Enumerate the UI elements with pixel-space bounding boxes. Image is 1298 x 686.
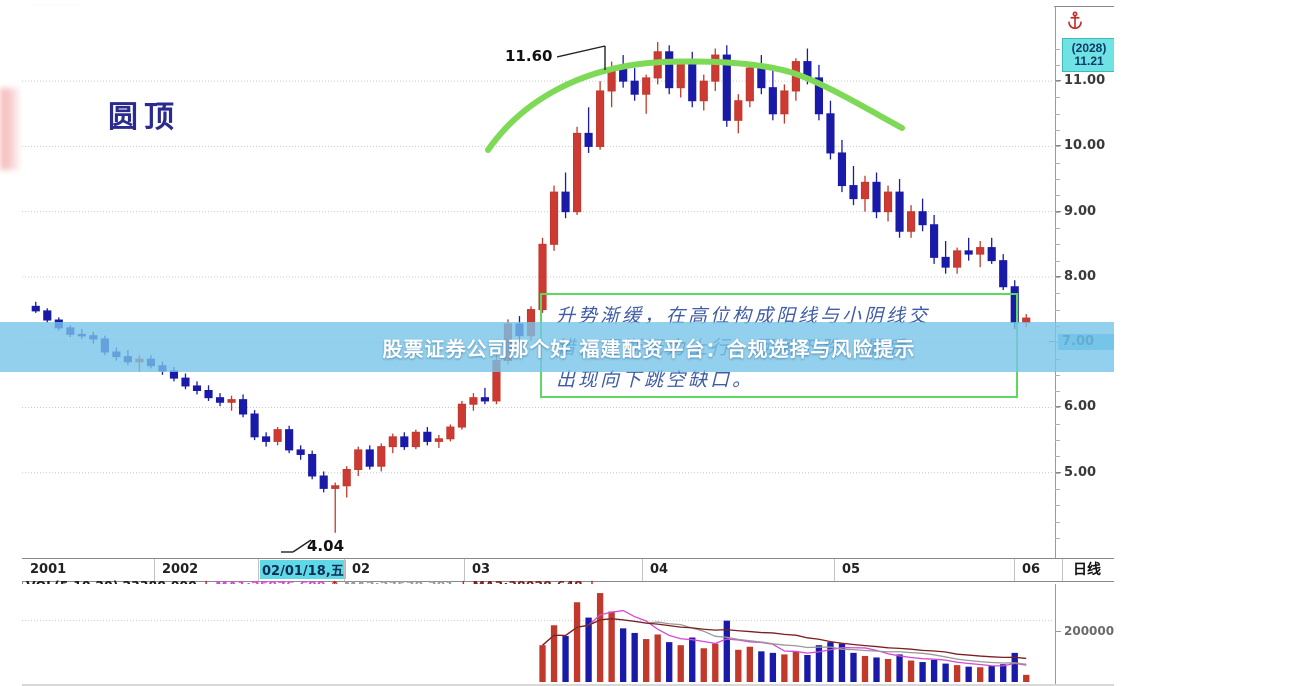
price-minor-tick [1055,162,1060,164]
price-minor-tick [1055,260,1060,262]
date-axis-separator [834,559,835,581]
price-minor-tick [1055,146,1060,148]
price-minor-tick [1055,195,1060,197]
price-minor-tick [1055,276,1060,278]
price-minor-tick [1055,211,1060,213]
price-minor-tick [1055,64,1060,66]
date-axis-separator [344,559,345,581]
date-tick-2002: 2002 [162,562,199,577]
price-minor-tick [1055,472,1060,474]
date-tick-2001: 2001 [30,562,67,577]
period-label[interactable]: 日线 [1073,561,1101,577]
price-minor-tick [1055,113,1060,115]
price-minor-tick [1055,440,1060,442]
price-chart-pane [22,6,1054,558]
date-axis-separator [642,559,643,581]
title-banner-overlay: 股票证券公司那个好 福建配资平台：合规选择与风险提示 [0,322,1298,372]
price-minor-tick [1055,423,1060,425]
note-line-3: 出现向下跳空缺口。 [556,369,755,391]
price-minor-tick [1055,374,1060,376]
date-axis-separator [1014,559,1015,581]
date-axis-separator [464,559,465,581]
date-tick-03: 03 [472,562,491,577]
annotation-trough-label: 4.04 [307,537,345,555]
price-minor-tick [1055,538,1060,539]
price-minor-tick [1055,81,1060,83]
right-blank-strip [1114,0,1298,686]
price-minor-tick [1055,48,1060,50]
volume-svg [22,593,1054,682]
last-price-value: 11.21 [1074,54,1104,68]
date-tick-05: 05 [842,562,861,577]
price-minor-tick [1055,309,1060,311]
price-minor-tick [1055,97,1060,99]
price-tick-8.00: 8.00 [1054,268,1097,284]
date-tick-02: 02 [352,562,371,577]
price-minor-tick [1055,489,1060,491]
volume-chart-pane [22,584,1054,686]
date-tick-04: 04 [650,562,669,577]
price-minor-tick [1055,130,1060,132]
price-tick-6.00: 6.00 [1054,399,1097,415]
volume-tick: 200000 [1064,624,1115,638]
date-axis-separator [154,559,155,581]
date-x-axis: 02/01/18,五 2001 2002 02 03 04 05 06 [22,558,1114,582]
price-minor-tick [1055,505,1060,507]
volume-tick-mark [1055,631,1061,632]
frame-bottom-edge [22,684,1114,686]
trough-leader-line [281,539,312,553]
note-line-1: 升势渐缓，在高位构成阳线与小阴线交 [556,305,931,327]
price-minor-tick [1055,179,1060,181]
last-price-index: (2028) [1071,41,1107,56]
price-tick-11.00: 11.00 [1054,73,1106,89]
price-minor-tick [1055,391,1060,393]
price-minor-tick [1055,228,1060,229]
price-minor-tick [1055,456,1060,458]
anchor-icon[interactable] [1066,10,1084,30]
price-tick-9.00: 9.00 [1054,203,1097,219]
volume-y-axis: 200000 [1055,584,1116,686]
banner-title: 股票证券公司那个好 福建配资平台：合规选择与风险提示 [382,336,916,361]
price-minor-tick [1055,407,1060,409]
price-minor-tick [1055,521,1060,523]
pink-gradient-artifact [0,88,22,170]
date-tick-highlight[interactable]: 02/01/18,五 [260,560,346,579]
price-tick-10.00: 10.00 [1054,138,1106,154]
date-axis-separator [258,559,259,581]
date-axis-separator [1062,559,1063,581]
price-minor-tick [1055,293,1060,295]
peak-leader-line [557,45,606,70]
candlestick-svg [22,42,1054,533]
annotation-peak-label: 11.60 [505,47,553,65]
price-minor-tick [1055,244,1060,246]
annotation-round-top: 圆顶 [108,100,180,135]
date-tick-06: 06 [1022,562,1041,577]
price-tick-5.00: 5.00 [1054,464,1097,480]
